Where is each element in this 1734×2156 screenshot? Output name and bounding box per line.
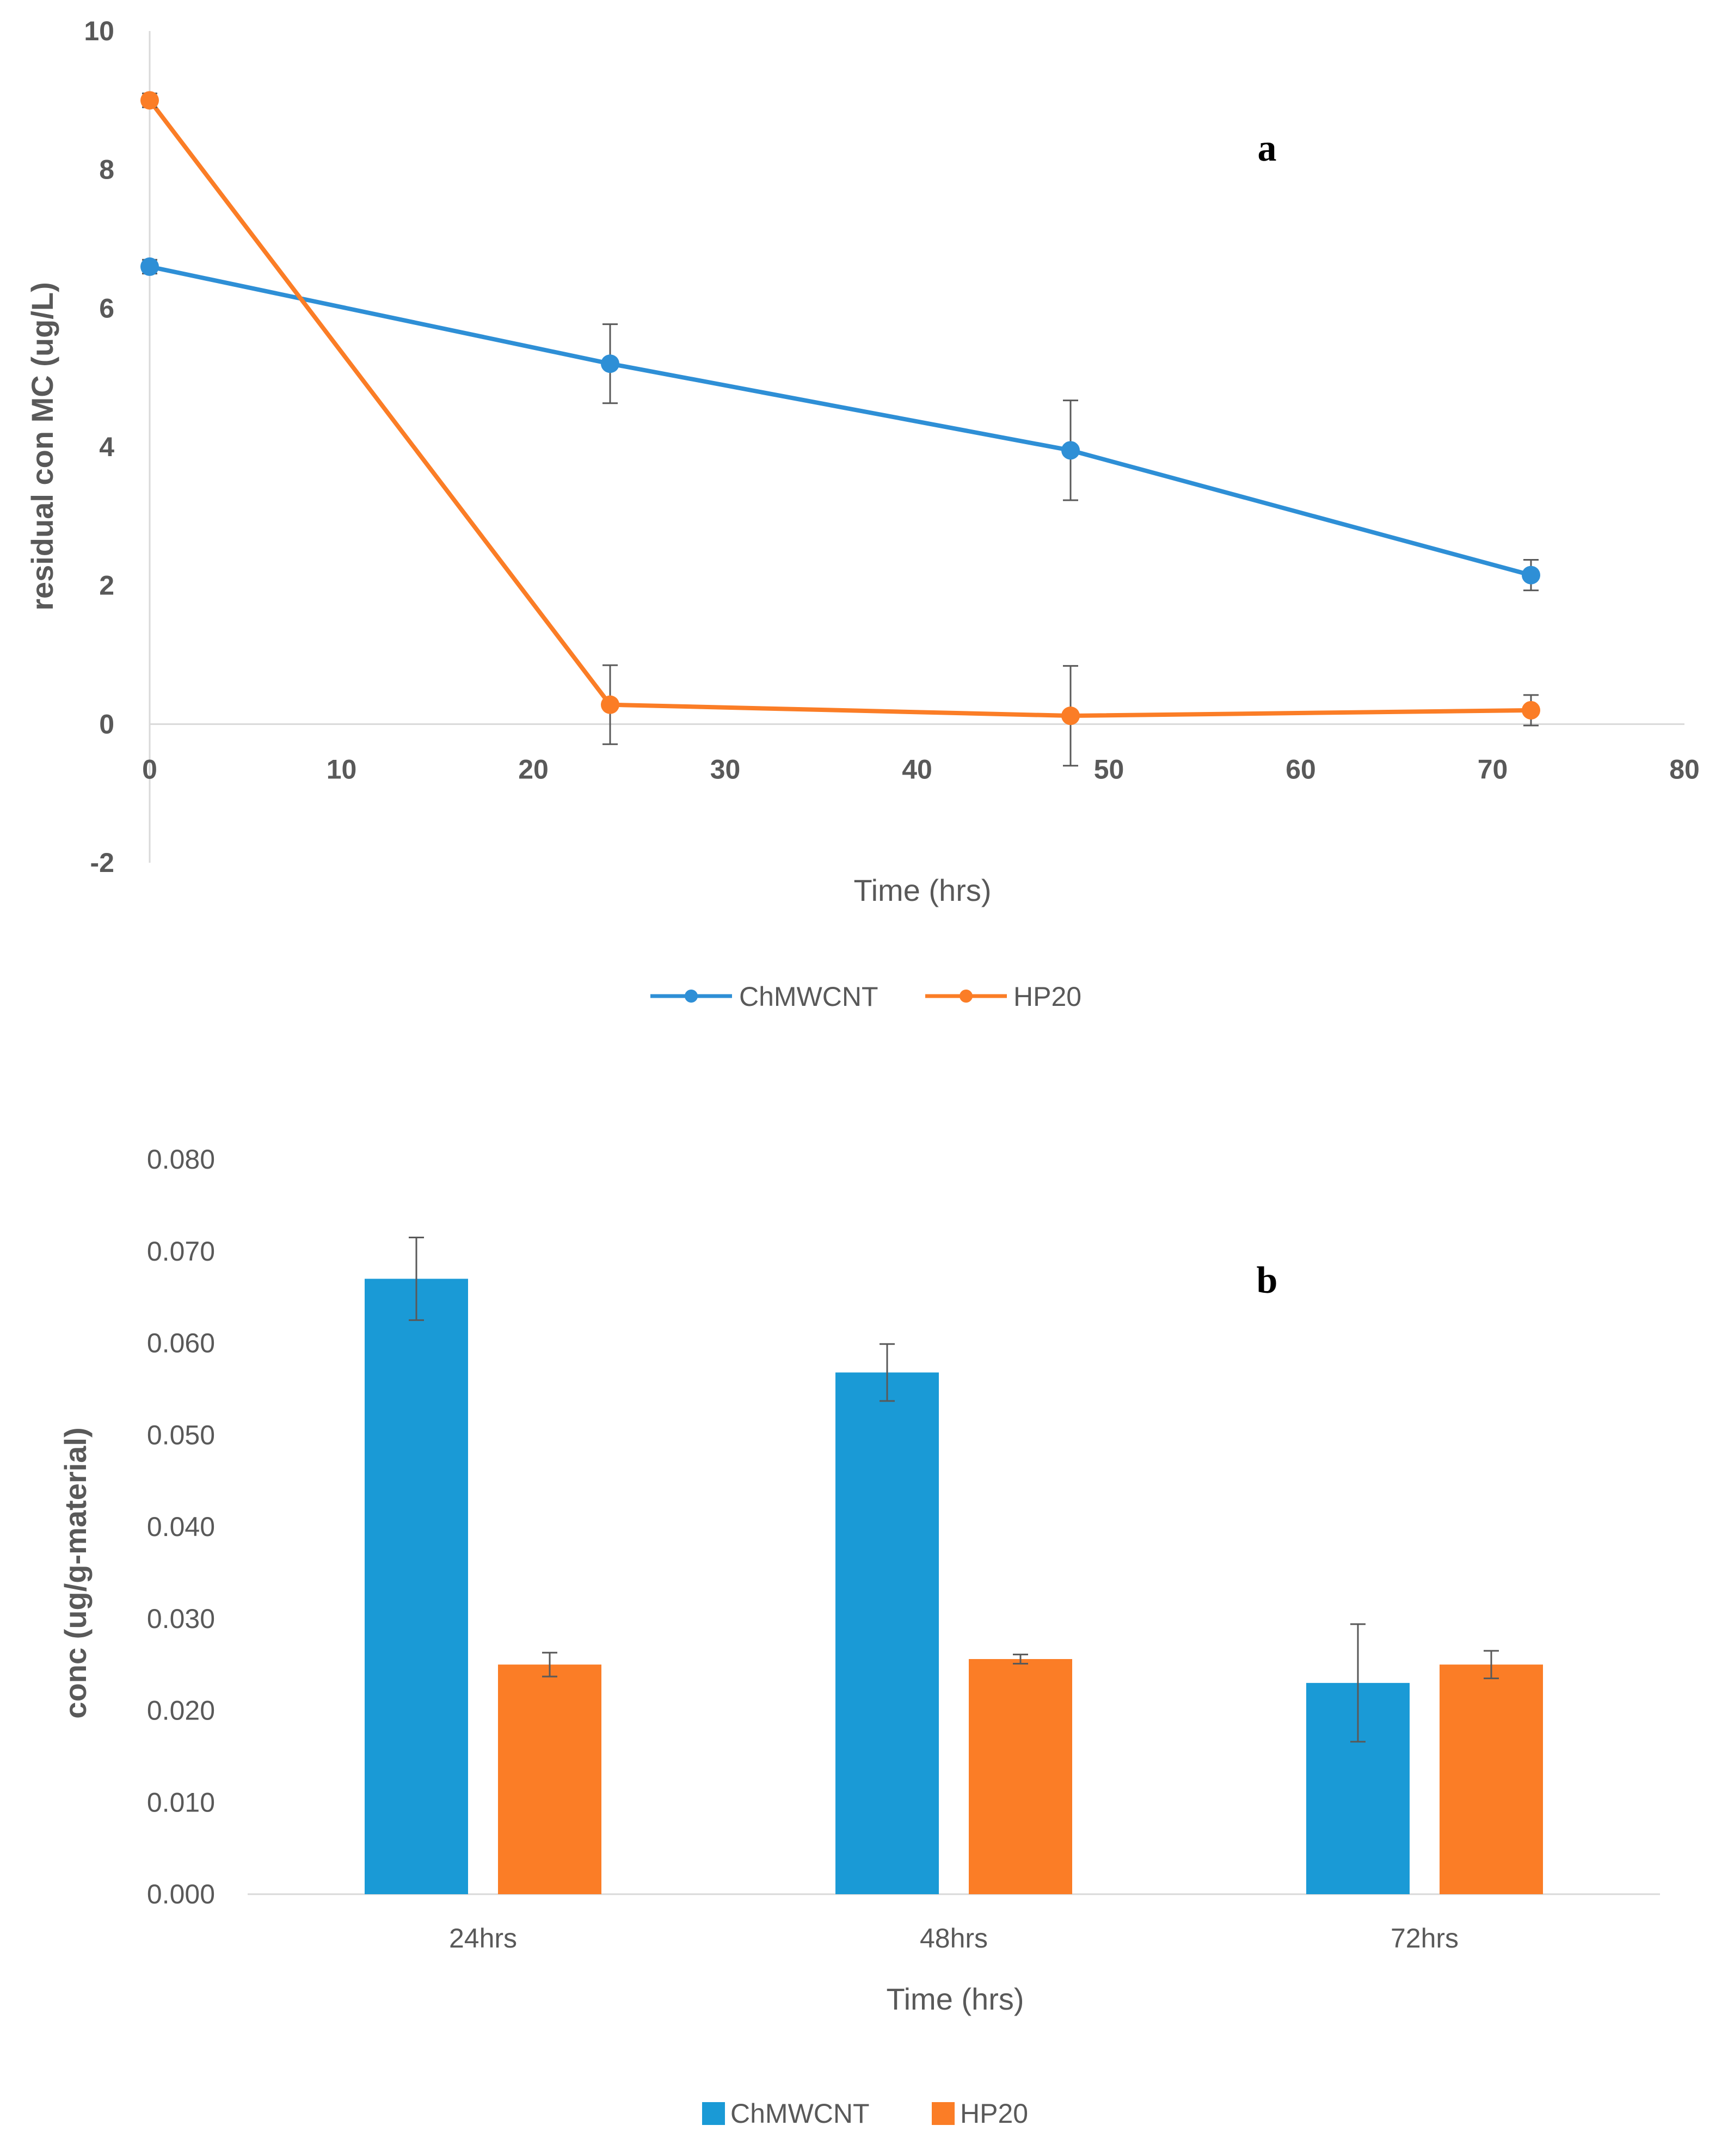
bar-hp20 [498, 1664, 601, 1894]
chart-a-y-axis-title: residual con MC (ug/L) [25, 282, 59, 611]
legend-label-hp20: HP20 [960, 2098, 1028, 2129]
chart-b-x-ticks: 24hrs 48hrs 72hrs [449, 1923, 1459, 1954]
data-point-chmwcnt [1061, 441, 1080, 460]
series-line-hp20 [147, 99, 1532, 718]
chart-b-bar: 0.000 0.010 0.020 0.030 0.040 0.050 0.060 0.070… [58, 1144, 1660, 2129]
chart-a-series [140, 91, 1540, 767]
chart-b-panel-label: b [1257, 1260, 1278, 1301]
legend-marker-hp20 [960, 990, 973, 1003]
x-tick-label: 72hrs [1391, 1923, 1459, 1954]
data-point-hp20 [601, 695, 619, 714]
x-tick-label: 48hrs [920, 1923, 988, 1954]
bar-chmwcnt [365, 1279, 468, 1894]
x-tick-label: 10 [327, 754, 357, 784]
chart-b-x-axis-title: Time (hrs) [886, 1982, 1024, 2016]
x-tick-label: 60 [1286, 754, 1316, 784]
legend-label-chmwcnt: ChMWCNT [739, 981, 878, 1012]
x-tick-label: 50 [1094, 754, 1124, 784]
chart-b-y-axis-title: conc (ug/g-material) [58, 1427, 93, 1718]
chart-a-legend: ChMWCNT HP20 [650, 981, 1081, 1012]
legend-label-chmwcnt: ChMWCNT [730, 2098, 870, 2129]
legend-marker-chmwcnt [685, 990, 698, 1003]
data-point-hp20 [1061, 707, 1080, 726]
x-tick-label: 70 [1478, 754, 1508, 784]
legend-swatch-hp20 [932, 2102, 955, 2125]
bar-chmwcnt [835, 1372, 939, 1894]
y-tick-label: 4 [99, 432, 114, 462]
data-point-chmwcnt [601, 354, 619, 373]
y-tick-label: 0 [99, 709, 114, 739]
chart-b-bars [365, 1236, 1543, 1894]
data-point-hp20 [140, 91, 159, 110]
x-tick-label: 40 [902, 754, 932, 784]
series-line-chmwcnt [149, 265, 1532, 578]
y-tick-label: 6 [99, 293, 114, 323]
legend-swatch-chmwcnt [702, 2102, 725, 2125]
x-tick-label: 24hrs [449, 1923, 517, 1954]
x-tick-label: 30 [710, 754, 741, 784]
bar-hp20 [969, 1659, 1072, 1894]
y-tick-label: 0.030 [147, 1604, 215, 1634]
chart-b-legend: ChMWCNT HP20 [702, 2098, 1028, 2129]
y-tick-label: 0.050 [147, 1420, 215, 1450]
y-tick-label: 0.080 [147, 1144, 215, 1175]
chart-a-x-ticks: 0 10 20 30 40 50 60 70 80 [142, 754, 1700, 784]
y-tick-label: 8 [99, 155, 114, 185]
y-tick-label: -2 [90, 847, 114, 878]
x-tick-label: 80 [1669, 754, 1700, 784]
chart-a-axes [149, 31, 1684, 863]
bar-hp20 [1440, 1664, 1543, 1894]
y-tick-label: 0.060 [147, 1328, 215, 1359]
legend-label-hp20: HP20 [1013, 981, 1081, 1012]
chart-b-y-ticks: 0.000 0.010 0.020 0.030 0.040 0.050 0.060 0.070… [147, 1144, 215, 1909]
y-tick-label: 0.010 [147, 1787, 215, 1817]
y-tick-label: 0.070 [147, 1236, 215, 1267]
y-tick-label: 0.040 [147, 1512, 215, 1542]
x-tick-label: 20 [518, 754, 549, 784]
data-point-chmwcnt [140, 257, 159, 276]
chart-a-panel-label: a [1258, 127, 1277, 169]
chart-a-x-axis-title: Time (hrs) [853, 873, 991, 907]
y-tick-label: 0.000 [147, 1879, 215, 1909]
y-tick-label: 2 [99, 570, 114, 601]
y-tick-label: 0.020 [147, 1696, 215, 1726]
data-point-chmwcnt [1522, 566, 1540, 585]
chart-a-line: -2 0 2 4 6 8 10 0 10 20 30 40 50 60 70 80 a Time (hrs)… [25, 16, 1700, 1012]
x-tick-label: 0 [142, 754, 157, 784]
y-tick-label: 10 [84, 16, 114, 46]
data-point-hp20 [1522, 701, 1540, 720]
chart-a-y-ticks: -2 0 2 4 6 8 10 [84, 16, 114, 878]
